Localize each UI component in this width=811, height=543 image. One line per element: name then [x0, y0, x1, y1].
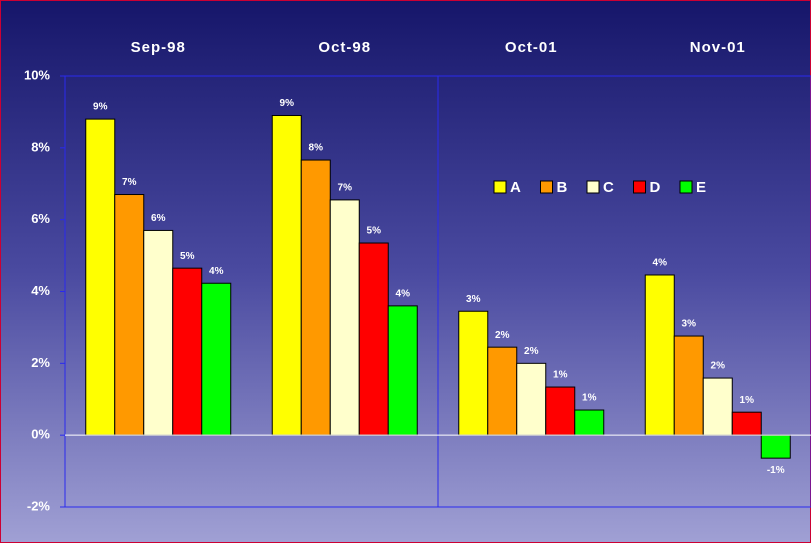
bar — [172, 267, 203, 436]
value-label: 2% — [711, 361, 726, 372]
category-label: Oct-01 — [505, 39, 558, 56]
value-label: 7% — [338, 183, 353, 194]
value-label: 1% — [582, 393, 597, 404]
y-tick-label: 2% — [31, 355, 50, 370]
value-label: -1% — [767, 465, 785, 476]
bar — [114, 194, 145, 436]
legend-swatch — [586, 180, 600, 194]
bar — [387, 305, 418, 436]
value-label: 8% — [309, 143, 324, 154]
bar — [545, 386, 576, 436]
legend-label: D — [650, 179, 661, 196]
value-label: 3% — [466, 294, 481, 305]
legend-swatch — [633, 180, 646, 194]
legend-swatch — [493, 180, 507, 194]
bar — [574, 409, 605, 436]
bar — [300, 159, 331, 436]
y-tick-label: 10% — [24, 67, 50, 82]
bar — [143, 229, 174, 436]
value-label: 3% — [682, 319, 697, 330]
value-label: 5% — [367, 226, 382, 237]
value-label: 2% — [524, 346, 539, 357]
y-tick-label: 6% — [31, 211, 50, 226]
y-tick-label: 8% — [31, 139, 50, 154]
value-label: 4% — [396, 289, 411, 300]
bar — [487, 346, 518, 436]
legend-label: E — [696, 179, 706, 196]
value-label: 4% — [653, 258, 668, 269]
value-label: 6% — [151, 213, 166, 224]
category-label: Nov-01 — [690, 39, 746, 56]
value-label: 1% — [740, 395, 755, 406]
bar — [702, 377, 733, 436]
bar — [271, 115, 302, 436]
legend-swatch — [540, 180, 553, 194]
bar — [673, 335, 704, 436]
legend-swatch — [679, 180, 693, 194]
value-label: 9% — [280, 98, 295, 109]
bar — [85, 118, 116, 436]
y-tick-label: 4% — [31, 283, 50, 298]
value-label: 5% — [180, 251, 195, 262]
bar — [760, 434, 791, 459]
y-tick-label: -2% — [27, 498, 51, 513]
bar — [516, 362, 547, 436]
value-label: 4% — [209, 266, 224, 277]
legend-label: B — [557, 179, 568, 196]
bar — [458, 310, 489, 436]
bar — [358, 242, 389, 436]
value-label: 7% — [122, 177, 137, 188]
bar — [644, 274, 675, 436]
legend-label: A — [510, 179, 521, 196]
bar — [329, 199, 360, 436]
category-label: Oct-98 — [318, 39, 371, 56]
y-tick-label: 0% — [31, 427, 50, 442]
bar — [731, 411, 762, 436]
value-label: 2% — [495, 330, 510, 341]
bar — [201, 282, 232, 436]
value-label: 1% — [553, 370, 568, 381]
value-label: 9% — [93, 102, 108, 113]
category-label: Sep-98 — [131, 39, 186, 56]
legend-label: C — [603, 179, 614, 196]
